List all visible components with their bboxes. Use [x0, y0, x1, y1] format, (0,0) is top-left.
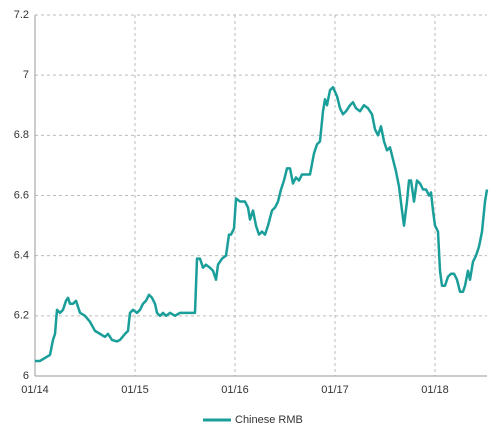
y-tick-label: 6.6 — [14, 189, 29, 201]
x-tick-label: 01/17 — [321, 384, 349, 396]
y-tick-label: 6 — [23, 370, 29, 382]
y-tick-label: 6.2 — [14, 310, 29, 322]
legend-label: Chinese RMB — [235, 414, 303, 426]
x-tick-label: 01/15 — [121, 384, 149, 396]
y-tick-label: 7.2 — [14, 9, 29, 21]
x-tick-label: 01/18 — [421, 384, 449, 396]
y-tick-label: 6.4 — [14, 250, 29, 262]
x-tick-label: 01/14 — [21, 384, 49, 396]
x-tick-label: 01/16 — [221, 384, 249, 396]
y-tick-label: 7 — [23, 69, 29, 81]
data-line — [35, 85, 489, 363]
y-tick-label: 6.8 — [14, 129, 29, 141]
